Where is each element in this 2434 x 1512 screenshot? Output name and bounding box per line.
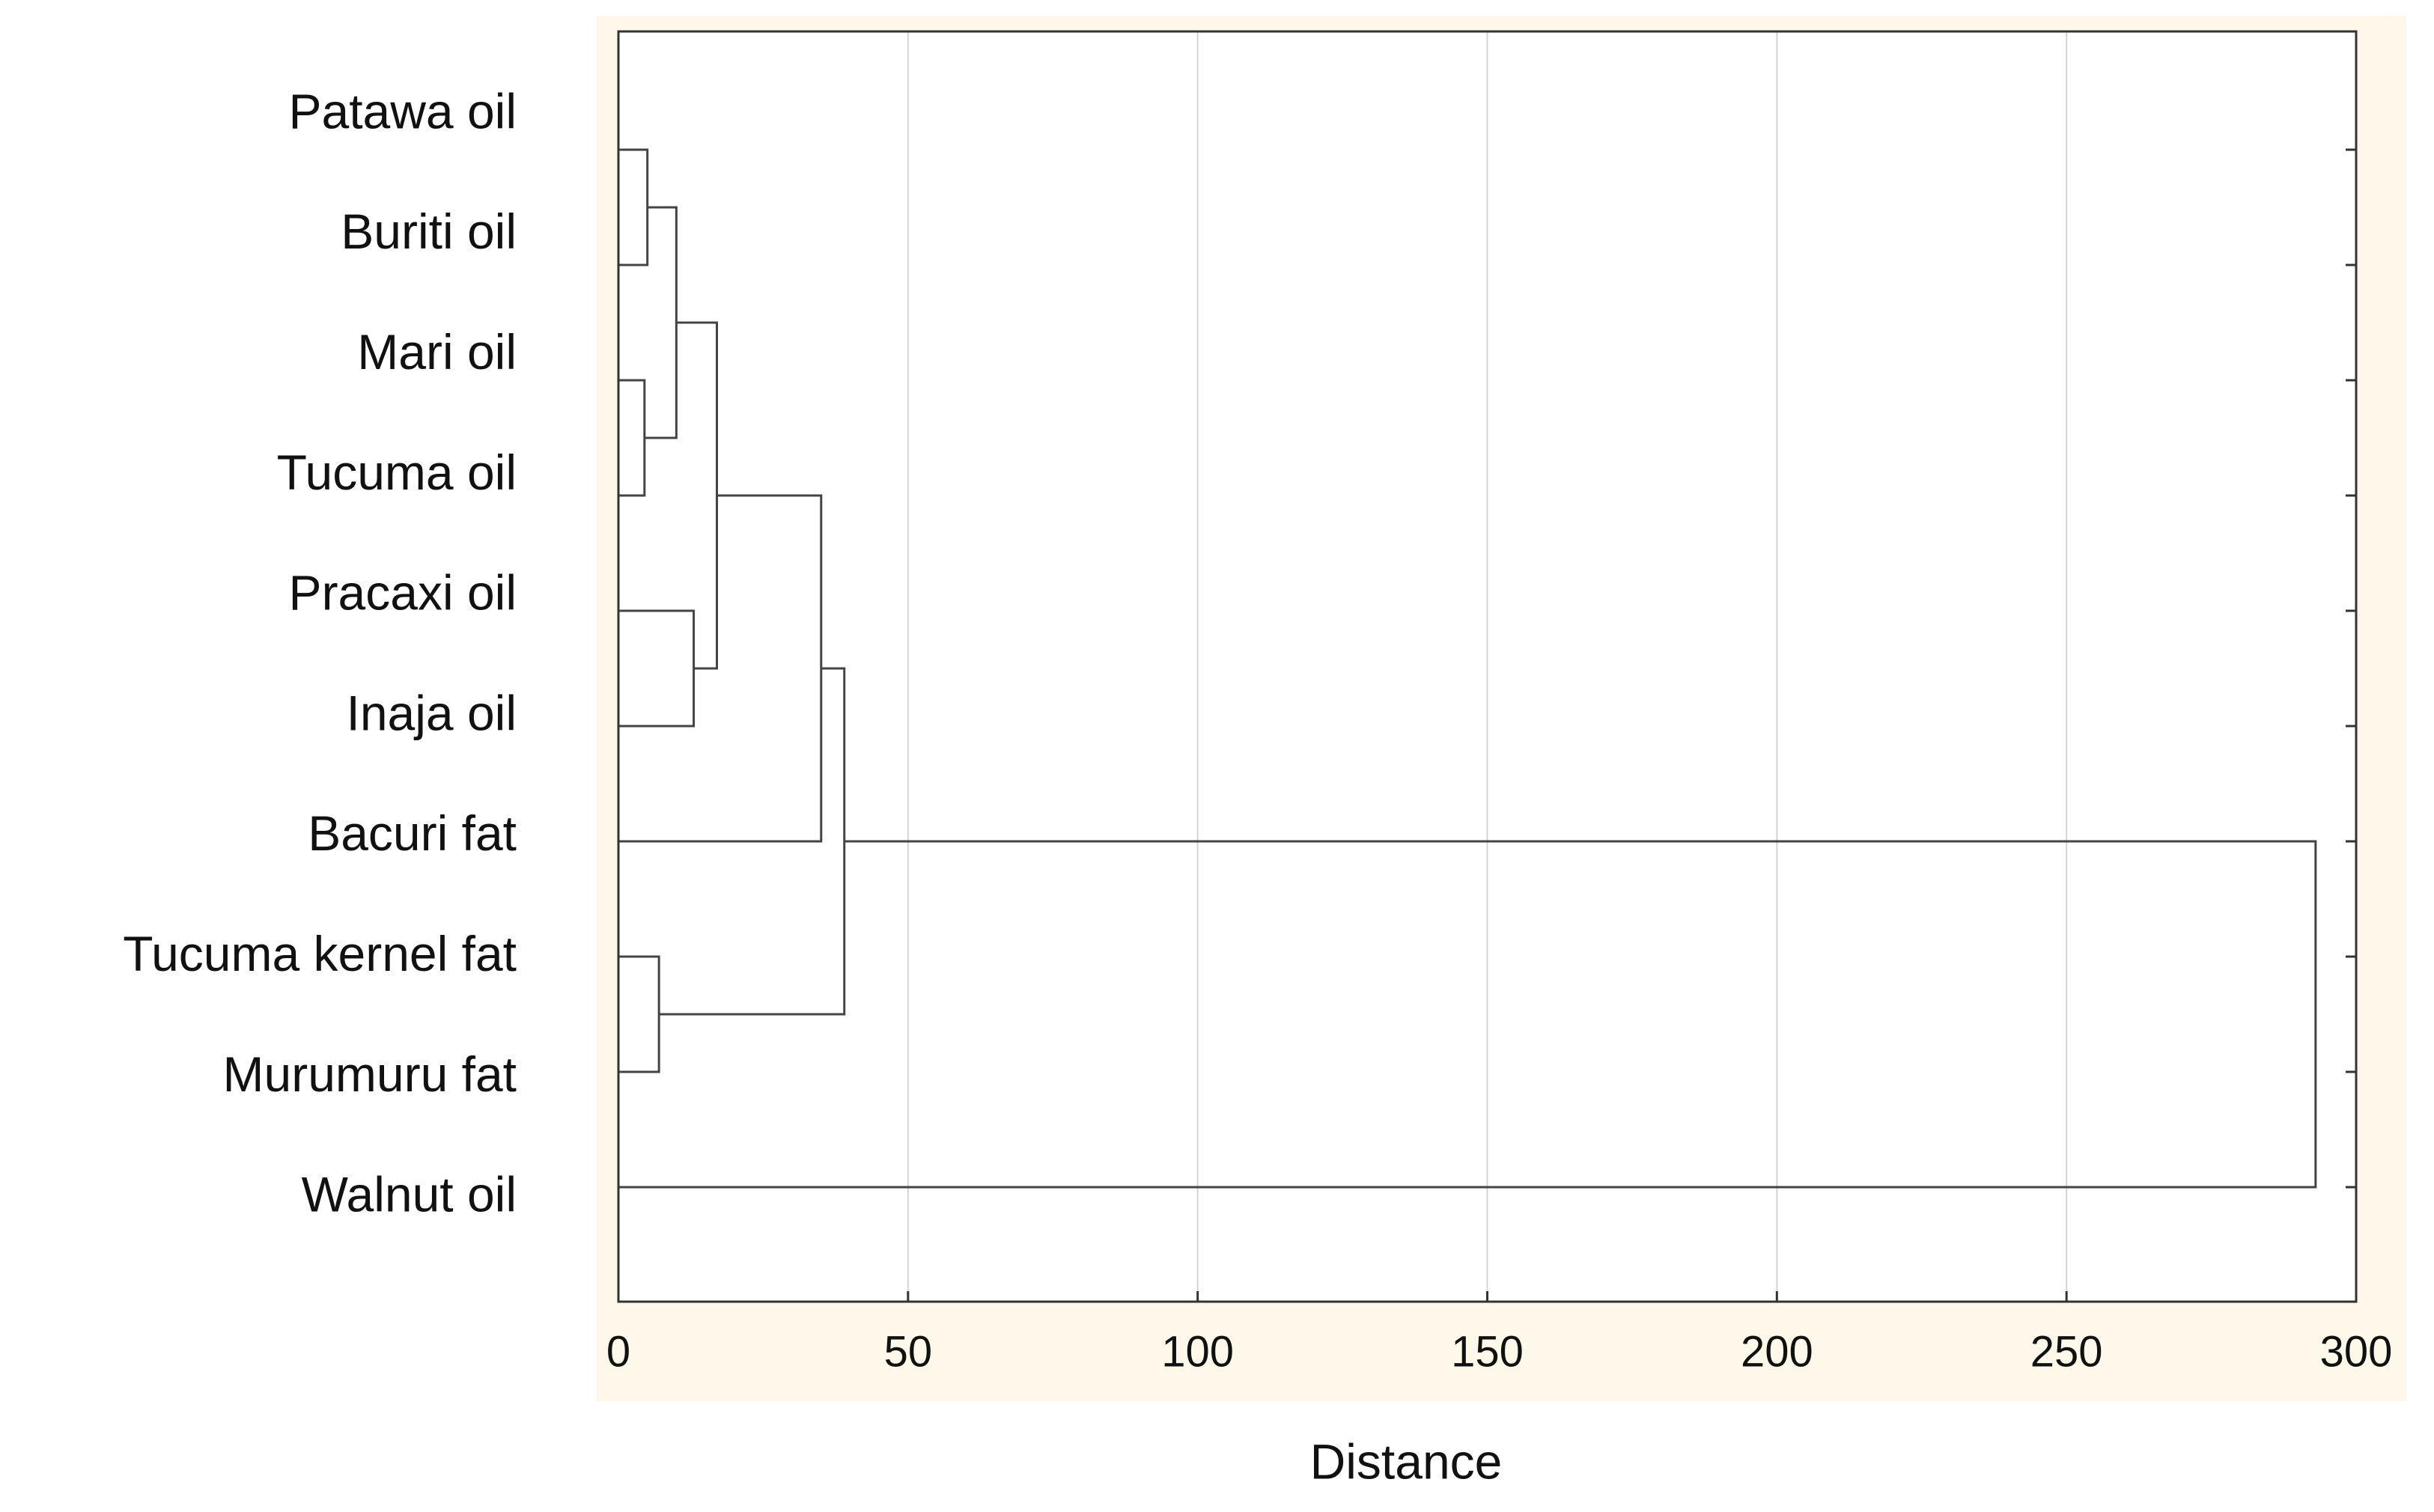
merge-link (618, 494, 823, 843)
x-tick-label: 100 (1161, 1327, 1234, 1376)
x-tick-label: 300 (2320, 1327, 2393, 1376)
x-tick-label: 50 (884, 1327, 933, 1376)
leaf-label: Patawa oil (288, 83, 517, 138)
leaf-label: Inaja oil (347, 685, 517, 740)
leaf-label: Murumuru fat (223, 1046, 517, 1102)
x-tick-label: 0 (606, 1327, 630, 1376)
merge-link (676, 321, 719, 670)
leaf-label: Pracaxi oil (289, 565, 517, 621)
merge-link (618, 148, 649, 266)
x-tick-label: 200 (1741, 1327, 1813, 1376)
dendrogram (618, 148, 2317, 1189)
leaf-label: Bacuri fat (308, 805, 517, 861)
merge-link (618, 840, 2317, 1189)
leaf-label: Mari oil (357, 324, 517, 379)
leaf-label: Buriti oil (341, 204, 517, 259)
x-axis-title: Distance (1310, 1433, 1503, 1489)
x-tick-label: 150 (1451, 1327, 1524, 1376)
leaf-label: Tucuma kernel fat (123, 926, 517, 981)
leaf-label: Tucuma oil (277, 445, 517, 500)
x-tick-label: 250 (2030, 1327, 2103, 1376)
leaf-label: Walnut oil (302, 1167, 517, 1222)
